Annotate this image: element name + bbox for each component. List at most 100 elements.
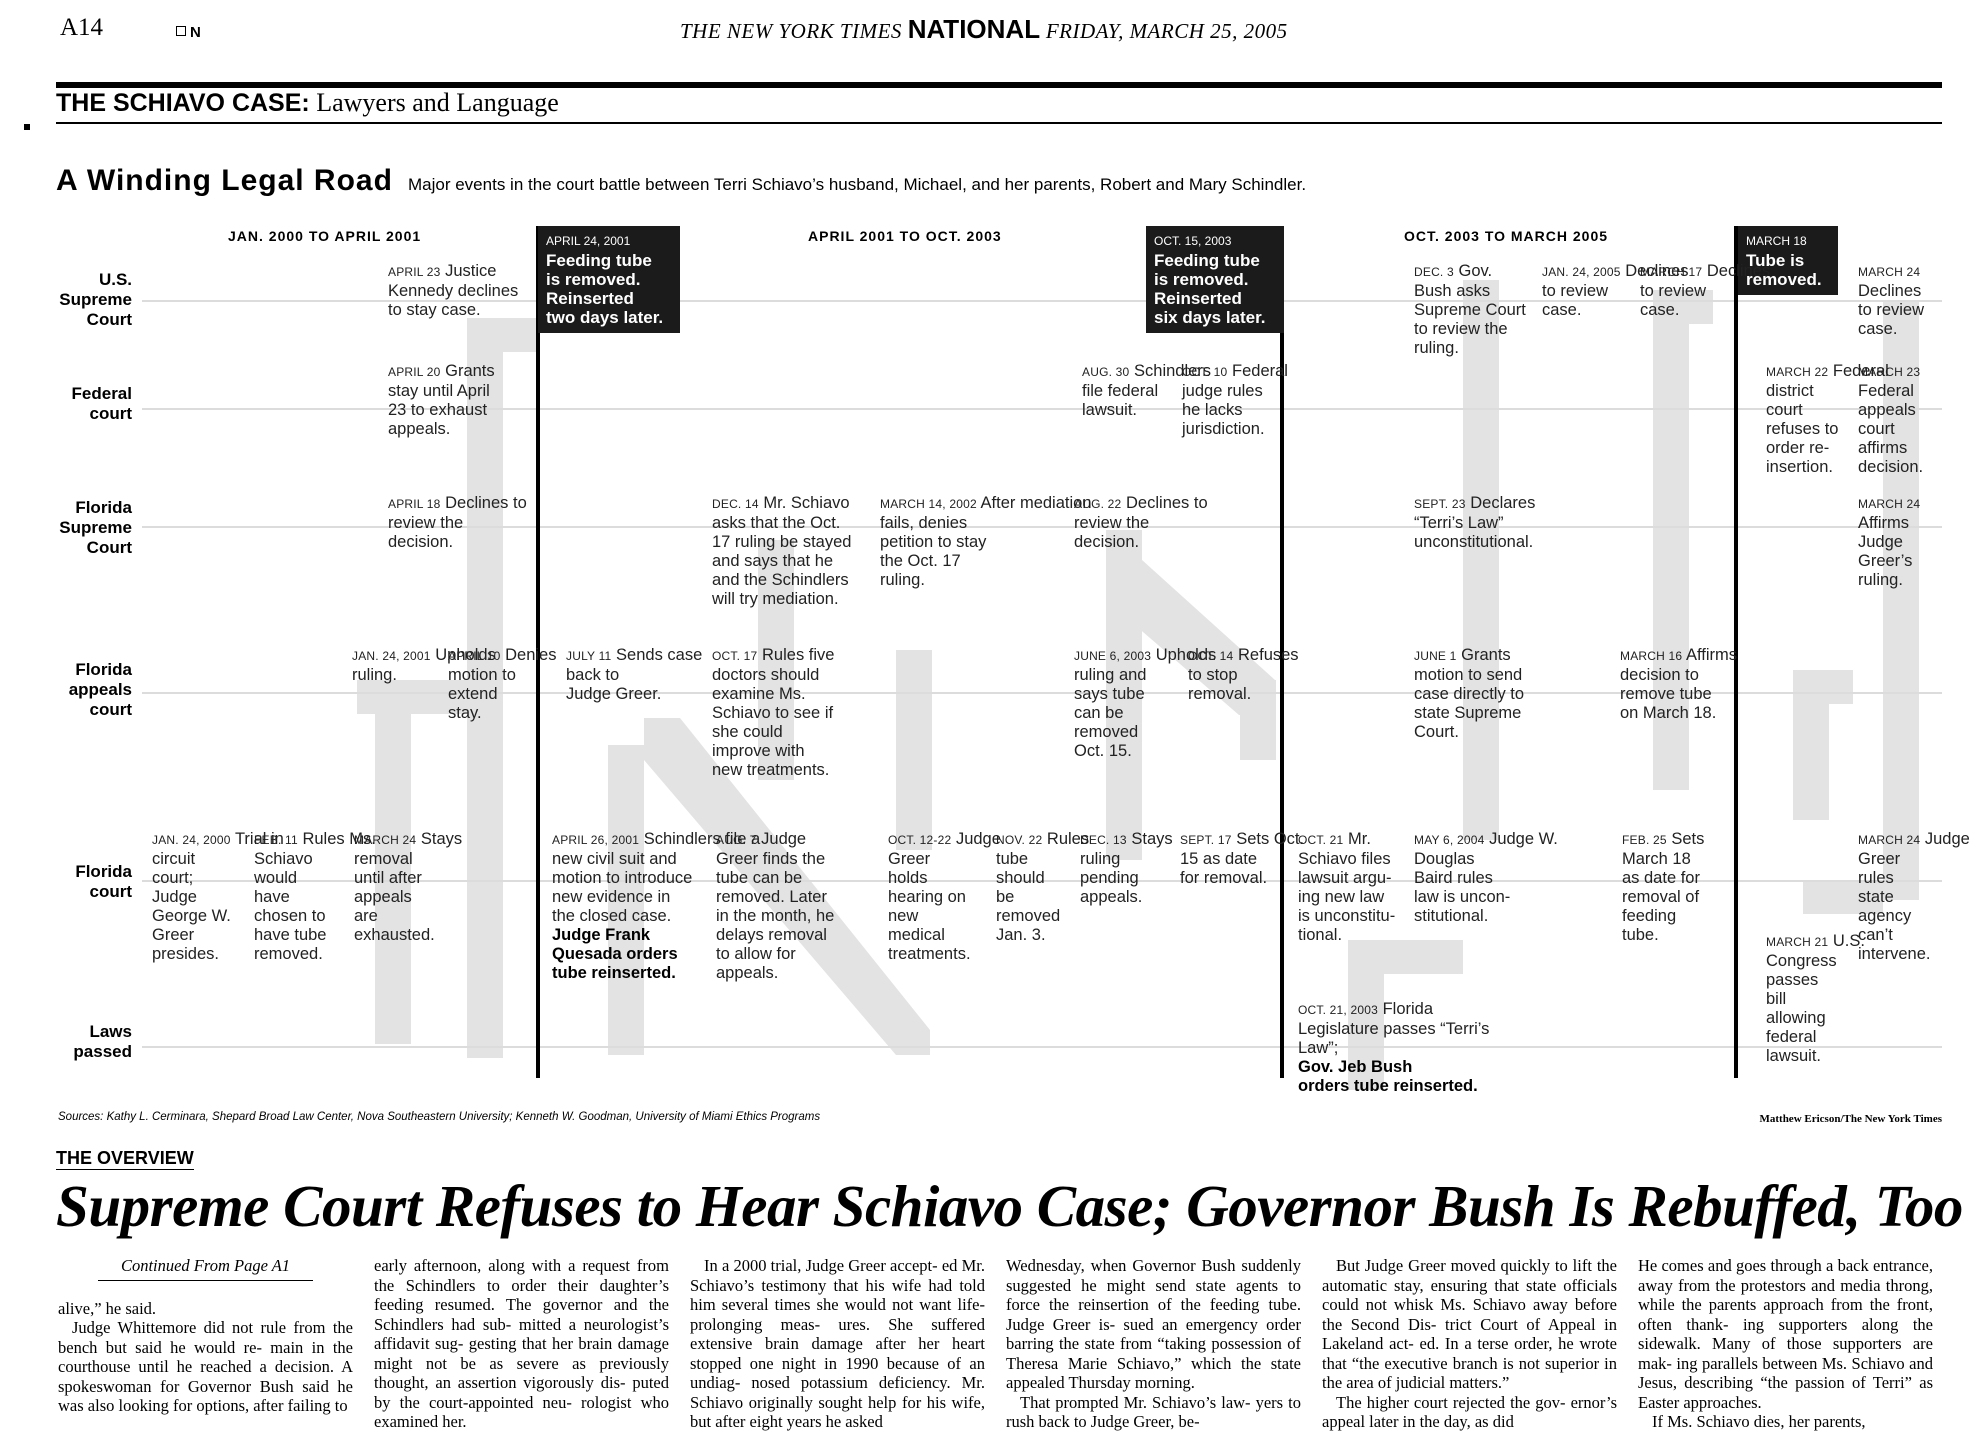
event-text: state Supreme bbox=[1414, 704, 1524, 723]
event-date: FEB. 11 bbox=[254, 833, 298, 847]
event-text: pending bbox=[1080, 869, 1173, 888]
event-text: rules bbox=[1858, 869, 1970, 888]
event-text: appeals. bbox=[716, 964, 834, 983]
event-text: asks that the Oct. bbox=[712, 514, 851, 533]
event-text: review the bbox=[388, 514, 527, 533]
event-date: MAY 6, 2004 bbox=[1414, 833, 1484, 847]
event-text: hearing on bbox=[888, 888, 1001, 907]
event-date: JUNE 6, 2003 bbox=[1074, 649, 1151, 663]
event-text: stay. bbox=[448, 704, 557, 723]
article-column-3: In a 2000 trial, Judge Greer accept- ed … bbox=[690, 1256, 985, 1432]
letter-t-bar bbox=[1355, 940, 1463, 974]
event-date: OCT. 17 bbox=[712, 649, 757, 663]
timeline-event: DEC. 14 Mr. Schiavo asks that the Oct. 17 … bbox=[712, 494, 851, 609]
event-text: Sets bbox=[1671, 830, 1704, 848]
event-text: Refuses bbox=[1238, 646, 1299, 664]
event-text: she could bbox=[712, 723, 834, 742]
event-text: can be bbox=[1074, 704, 1216, 723]
event-text: law is uncon- bbox=[1414, 888, 1558, 907]
event-text: Stays bbox=[421, 830, 462, 848]
sources-note: Sources: Kathy L. Cerminara, Shepard Bro… bbox=[58, 1111, 820, 1123]
period-2: APRIL 2001 TO OCT. 2003 bbox=[808, 228, 1002, 244]
event-text: allowing bbox=[1766, 1009, 1865, 1028]
article-headline: Supreme Court Refuses to Hear Schiavo Ca… bbox=[56, 1172, 1963, 1241]
event-text: tube bbox=[996, 850, 1089, 869]
event-text: intervene. bbox=[1858, 945, 1970, 964]
event-text: Affirms bbox=[1686, 646, 1737, 664]
timeline-event: MARCH 14, 2002 After mediation fails, den… bbox=[880, 494, 1092, 590]
event-text: Gov. bbox=[1458, 262, 1492, 280]
event-text: Rules five bbox=[762, 646, 834, 664]
event-text: exhausted. bbox=[354, 926, 462, 945]
row-label-us-supreme: U.S. Supreme Court bbox=[42, 270, 132, 330]
event-text: improve with bbox=[712, 742, 834, 761]
event-date: OCT. 21, 2003 bbox=[1298, 1003, 1378, 1017]
event-text: doctors should bbox=[712, 666, 834, 685]
event-date: MARCH 17 bbox=[1640, 265, 1702, 279]
timeline-event: OCT. 12-22 Judge Greer holds hearing on new m… bbox=[888, 830, 1001, 964]
event-text: Federal bbox=[1858, 382, 1914, 400]
event-text: new bbox=[888, 907, 1001, 926]
timeline-event: OCT. 21 Mr. Schiavo files lawsuit argu-ing… bbox=[1298, 830, 1395, 945]
letter-n-right bbox=[896, 650, 932, 850]
timeline-event: JULY 11 Sends case back to Judge Greer. bbox=[566, 646, 702, 704]
letter-p-stem bbox=[1463, 280, 1499, 840]
event-text: tube can be bbox=[716, 869, 834, 888]
event-text: remove tube bbox=[1620, 685, 1737, 704]
event-text: unconstitutional. bbox=[1414, 533, 1535, 552]
row-line-laws bbox=[142, 1046, 1942, 1048]
event-text: ruling. bbox=[880, 571, 1092, 590]
event-text: to stay case. bbox=[388, 301, 518, 320]
event-date: MARCH 24 bbox=[1858, 833, 1920, 847]
event-text: be bbox=[996, 888, 1089, 907]
event-text: lawsuit argu- bbox=[1298, 869, 1395, 888]
letter-p3-top bbox=[1793, 670, 1853, 704]
event-text: appeals bbox=[354, 888, 462, 907]
event-text: Schiavo to see if bbox=[712, 704, 834, 723]
event-text: removal of bbox=[1622, 888, 1704, 907]
event-text: jurisdiction. bbox=[1182, 420, 1288, 439]
event-text: holds bbox=[888, 869, 1001, 888]
event-date: MARCH 14, 2002 bbox=[880, 497, 977, 511]
event-date: SEPT. 23 bbox=[1414, 497, 1466, 511]
event-date: OCT. 12-22 bbox=[888, 833, 951, 847]
timeline-event: MARCH 21 U.S. Congress passes bill allowing f… bbox=[1766, 932, 1865, 1066]
event-text: medical bbox=[888, 926, 1001, 945]
event-text: Declares bbox=[1470, 494, 1535, 512]
event-text: in the month, he bbox=[716, 907, 834, 926]
row-label-federal: Federal court bbox=[42, 384, 132, 424]
event-text: Declines bbox=[1858, 282, 1921, 300]
article-kicker: THE OVERVIEW bbox=[56, 1148, 194, 1170]
event-text: federal bbox=[1766, 1028, 1865, 1047]
event-text: Greer’s bbox=[1858, 552, 1970, 571]
event-date: JAN. 24, 2005 bbox=[1542, 265, 1621, 279]
event-text: Judge bbox=[1858, 533, 1970, 552]
event-text: removal. bbox=[1188, 685, 1299, 704]
event-text: “Terri’s Law” bbox=[1414, 514, 1535, 533]
event-text: Declines bbox=[1707, 262, 1770, 280]
event-text: Jan. 3. bbox=[996, 926, 1089, 945]
period-1: JAN. 2000 TO APRIL 2001 bbox=[228, 228, 421, 244]
timeline-event: OCT. 17 Rules five doctors should examine … bbox=[712, 646, 834, 780]
event-text: Greer finds the bbox=[716, 850, 834, 869]
event-date: APRIL 23 bbox=[388, 265, 441, 279]
event-text: 17 ruling be stayed bbox=[712, 533, 851, 552]
article-column-6: He comes and goes through a back entranc… bbox=[1638, 1256, 1933, 1432]
event-text: Declines to bbox=[445, 494, 527, 512]
event-text: bill bbox=[1766, 990, 1865, 1009]
timeline-event: APRIL 10 Denies motion to extend stay. bbox=[448, 646, 557, 723]
event-text: to stop bbox=[1188, 666, 1299, 685]
event-text: as date for bbox=[1622, 869, 1704, 888]
event-text: Court. bbox=[1414, 723, 1524, 742]
timeline-event: MARCH 16 Affirms decision to remove tube on… bbox=[1620, 646, 1737, 723]
row-label-fl-supreme: Florida Supreme Court bbox=[42, 498, 132, 558]
event-date: APRIL 10 bbox=[448, 649, 501, 663]
letter-f-top bbox=[467, 318, 537, 352]
event-text: delays removal bbox=[716, 926, 834, 945]
timeline-event: DEC. 13 Stays ruling pending appeals. bbox=[1080, 830, 1173, 907]
timeline-event: MARCH 24 Affirms Judge Greer’s ruling. bbox=[1858, 494, 1970, 590]
event-text: on March 18. bbox=[1620, 704, 1737, 723]
timeline-event: OCT. 10 Federal judge rules he lacks jurisd… bbox=[1182, 362, 1288, 439]
event-text: Judge bbox=[956, 830, 1001, 848]
timeline-event: OCT. 14 Refuses to stop removal. bbox=[1188, 646, 1299, 704]
